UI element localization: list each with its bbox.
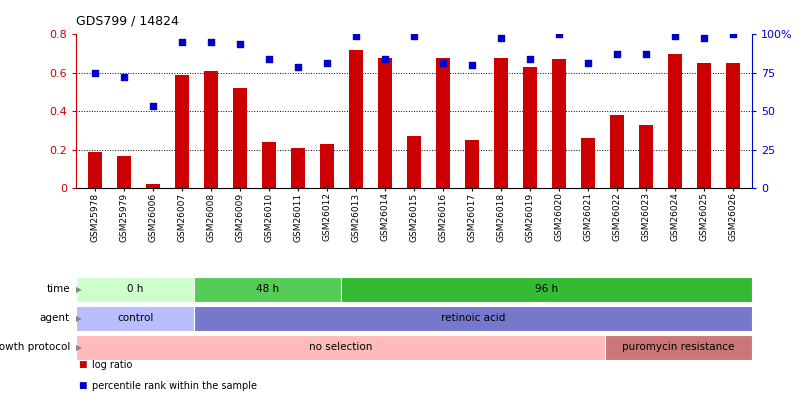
- Point: [465, 62, 478, 68]
- Bar: [233, 88, 247, 188]
- Text: time: time: [47, 284, 70, 294]
- Text: ▶: ▶: [75, 314, 81, 323]
- Point: [523, 56, 536, 63]
- Bar: [609, 115, 623, 188]
- Point: [205, 39, 218, 45]
- Text: control: control: [116, 313, 153, 323]
- Bar: [435, 58, 450, 188]
- Point: [176, 39, 189, 45]
- Text: GDS799 / 14824: GDS799 / 14824: [76, 14, 179, 27]
- Bar: [464, 140, 479, 188]
- Point: [234, 41, 247, 47]
- Bar: [76, 277, 194, 302]
- Point: [609, 51, 622, 57]
- Point: [88, 70, 101, 76]
- Bar: [638, 125, 652, 188]
- Point: [407, 33, 420, 40]
- Point: [263, 56, 275, 63]
- Text: retinoic acid: retinoic acid: [440, 313, 504, 323]
- Text: growth protocol: growth protocol: [0, 343, 70, 352]
- Point: [320, 60, 333, 66]
- Bar: [204, 71, 218, 188]
- Point: [147, 102, 160, 109]
- Text: 96 h: 96 h: [534, 284, 557, 294]
- Point: [436, 60, 449, 66]
- Text: ▶: ▶: [75, 285, 81, 294]
- Text: percentile rank within the sample: percentile rank within the sample: [92, 381, 257, 391]
- Bar: [262, 142, 276, 188]
- Bar: [116, 156, 131, 188]
- Bar: [88, 152, 102, 188]
- Bar: [76, 335, 604, 360]
- Bar: [666, 54, 681, 188]
- Bar: [522, 67, 536, 188]
- Bar: [76, 306, 194, 331]
- Bar: [604, 335, 751, 360]
- Bar: [175, 75, 190, 188]
- Point: [667, 33, 680, 40]
- Bar: [725, 63, 740, 188]
- Text: ■: ■: [78, 360, 87, 369]
- Text: ▶: ▶: [75, 343, 81, 352]
- Bar: [194, 306, 751, 331]
- Text: log ratio: log ratio: [92, 360, 132, 370]
- Bar: [291, 148, 305, 188]
- Text: puromycin resistance: puromycin resistance: [622, 343, 734, 352]
- Text: ■: ■: [78, 382, 87, 390]
- Point: [117, 74, 130, 80]
- Point: [581, 60, 593, 66]
- Bar: [551, 60, 565, 188]
- Bar: [194, 277, 340, 302]
- Bar: [320, 144, 334, 188]
- Point: [638, 51, 651, 57]
- Bar: [493, 58, 507, 188]
- Point: [726, 31, 739, 38]
- Point: [697, 35, 710, 42]
- Text: 0 h: 0 h: [127, 284, 143, 294]
- Bar: [696, 63, 711, 188]
- Bar: [406, 136, 421, 188]
- Bar: [377, 58, 392, 188]
- Text: no selection: no selection: [308, 343, 372, 352]
- Point: [349, 33, 362, 40]
- Text: 48 h: 48 h: [255, 284, 279, 294]
- Text: agent: agent: [40, 313, 70, 323]
- Point: [291, 64, 304, 70]
- Point: [552, 31, 565, 38]
- Point: [378, 56, 391, 63]
- Bar: [146, 185, 161, 188]
- Bar: [349, 50, 363, 188]
- Bar: [580, 139, 594, 188]
- Point: [494, 35, 507, 42]
- Bar: [340, 277, 751, 302]
